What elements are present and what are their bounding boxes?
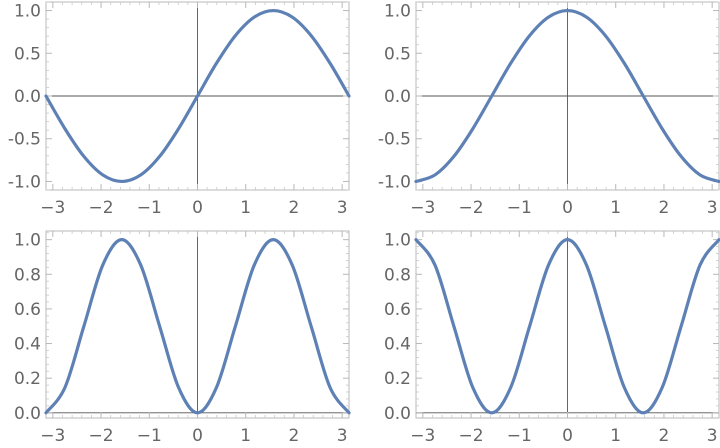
y-tick-label: 1.0 [14,2,41,22]
y-tick-label: 0.2 [384,369,411,389]
plot-panel-sin-squared: −3 −2 −1 0 1 2 3 0.0 0.2 0.4 0.6 0.8 1.0 [14,230,351,446]
x-tick-label: 3 [707,426,718,446]
x-tick-label: 1 [610,426,621,446]
y-tick-label: -1.0 [378,172,411,192]
x-tick-label: 3 [707,198,718,218]
y-tick-label: 0.6 [14,300,41,320]
y-tick-label: -0.5 [378,130,411,150]
series-line-sin-squared [44,238,351,415]
y-tick-label: 0.4 [384,335,411,355]
y-tick-label: 0.5 [14,44,41,64]
x-tick-label: 0 [192,426,203,446]
x-tick-label: 2 [289,198,300,218]
x-tick-label: −2 [89,198,114,218]
y-tick-label: 0.0 [384,404,411,424]
y-tick-label: 0.6 [384,300,411,320]
y-tick-label: 0.2 [14,369,41,389]
x-tick-label: 1 [610,198,621,218]
y-tick-label: 1.0 [14,231,41,251]
y-tick-label: 1.0 [384,2,411,22]
y-tick-label: 0.0 [14,404,41,424]
x-tick-label: −3 [40,426,65,446]
x-tick-label: 0 [562,426,573,446]
x-tick-label: 2 [659,426,670,446]
plot-panel-cos: −3 −2 −1 0 1 2 3 -1.0 -0.5 0.0 0.5 1.0 [378,1,720,218]
x-tick-label: −1 [507,426,532,446]
x-tick-label: 0 [192,198,203,218]
y-tick-label: 1.0 [384,231,411,251]
series-line-cos-squared [414,238,720,415]
y-tick-label: 0.5 [384,44,411,64]
y-tick-label: -0.5 [8,130,41,150]
x-tick-label: 3 [337,198,348,218]
x-tick-label: 1 [240,198,251,218]
y-tick-label: 0.0 [14,87,41,107]
x-tick-label: −2 [459,426,484,446]
x-tick-label: −2 [459,198,484,218]
x-tick-label: 2 [289,426,300,446]
x-tick-label: 2 [659,198,670,218]
plot-panel-sin: −3 −2 −1 0 1 2 3 -1.0 -0.5 0.0 0.5 1.0 [8,1,351,218]
x-tick-label: −1 [507,198,532,218]
y-tick-label: -1.0 [8,172,41,192]
y-tick-label: 0.8 [14,265,41,285]
x-tick-label: −3 [40,198,65,218]
series-line-sin [44,8,351,184]
y-tick-label: 0.4 [14,335,41,355]
y-tick-label: 0.0 [384,87,411,107]
x-tick-label: −2 [89,426,114,446]
x-tick-label: 3 [337,426,348,446]
x-tick-label: −3 [410,198,435,218]
series-line-cos [414,8,720,184]
x-tick-label: 1 [240,426,251,446]
plot-panel-cos-squared: −3 −2 −1 0 1 2 3 0.0 0.2 0.4 0.6 0.8 1.0 [384,230,720,446]
y-tick-label: 0.8 [384,265,411,285]
x-tick-label: 0 [562,198,573,218]
x-tick-label: −1 [137,426,162,446]
x-tick-label: −1 [137,198,162,218]
x-tick-label: −3 [410,426,435,446]
